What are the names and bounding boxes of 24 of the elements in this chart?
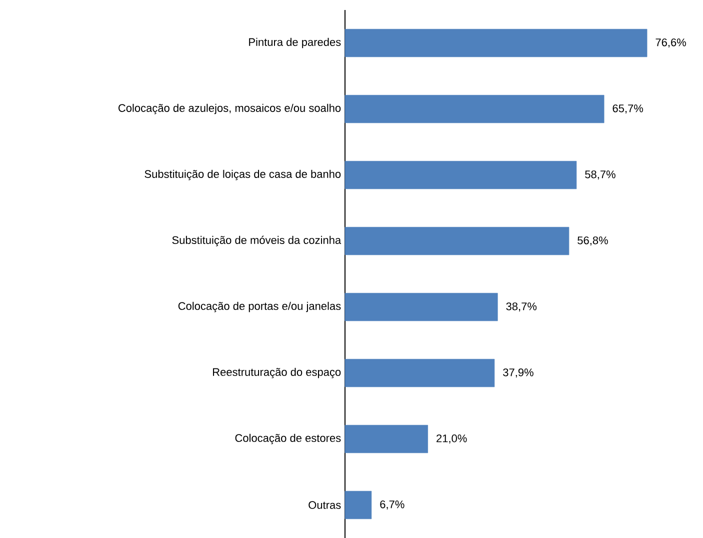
y-tick-label: Colocação de azulejos, mosaicos e/ou soalho — [118, 104, 341, 114]
data-label: 6,7% — [380, 500, 404, 510]
bar — [344, 490, 372, 520]
data-label: 76,6% — [656, 38, 686, 48]
bar — [344, 28, 648, 58]
bar — [344, 292, 498, 322]
y-tick-label: Colocação de portas e/ou janelas — [178, 302, 341, 312]
bar — [344, 358, 495, 388]
bar — [344, 94, 604, 124]
y-tick-label: Reestruturação do espaço — [213, 368, 341, 378]
data-label: 56,8% — [578, 236, 608, 246]
y-tick-label: Colocação de estores — [235, 434, 341, 444]
y-tick-label: Substituição de loiças de casa de banho — [144, 170, 341, 180]
data-label: 37,9% — [503, 368, 534, 378]
data-label: 65,7% — [612, 104, 644, 114]
y-tick-label: Pintura de paredes — [249, 38, 341, 48]
data-label: 58,7% — [585, 170, 616, 180]
data-label: 38,7% — [506, 302, 537, 312]
bar — [344, 226, 570, 256]
y-tick-label: Substituição de móveis da cozinha — [172, 236, 342, 246]
data-label: 21,0% — [436, 434, 467, 444]
bar — [344, 160, 577, 190]
bar — [344, 424, 428, 454]
y-tick-label: Outras — [308, 501, 341, 509]
